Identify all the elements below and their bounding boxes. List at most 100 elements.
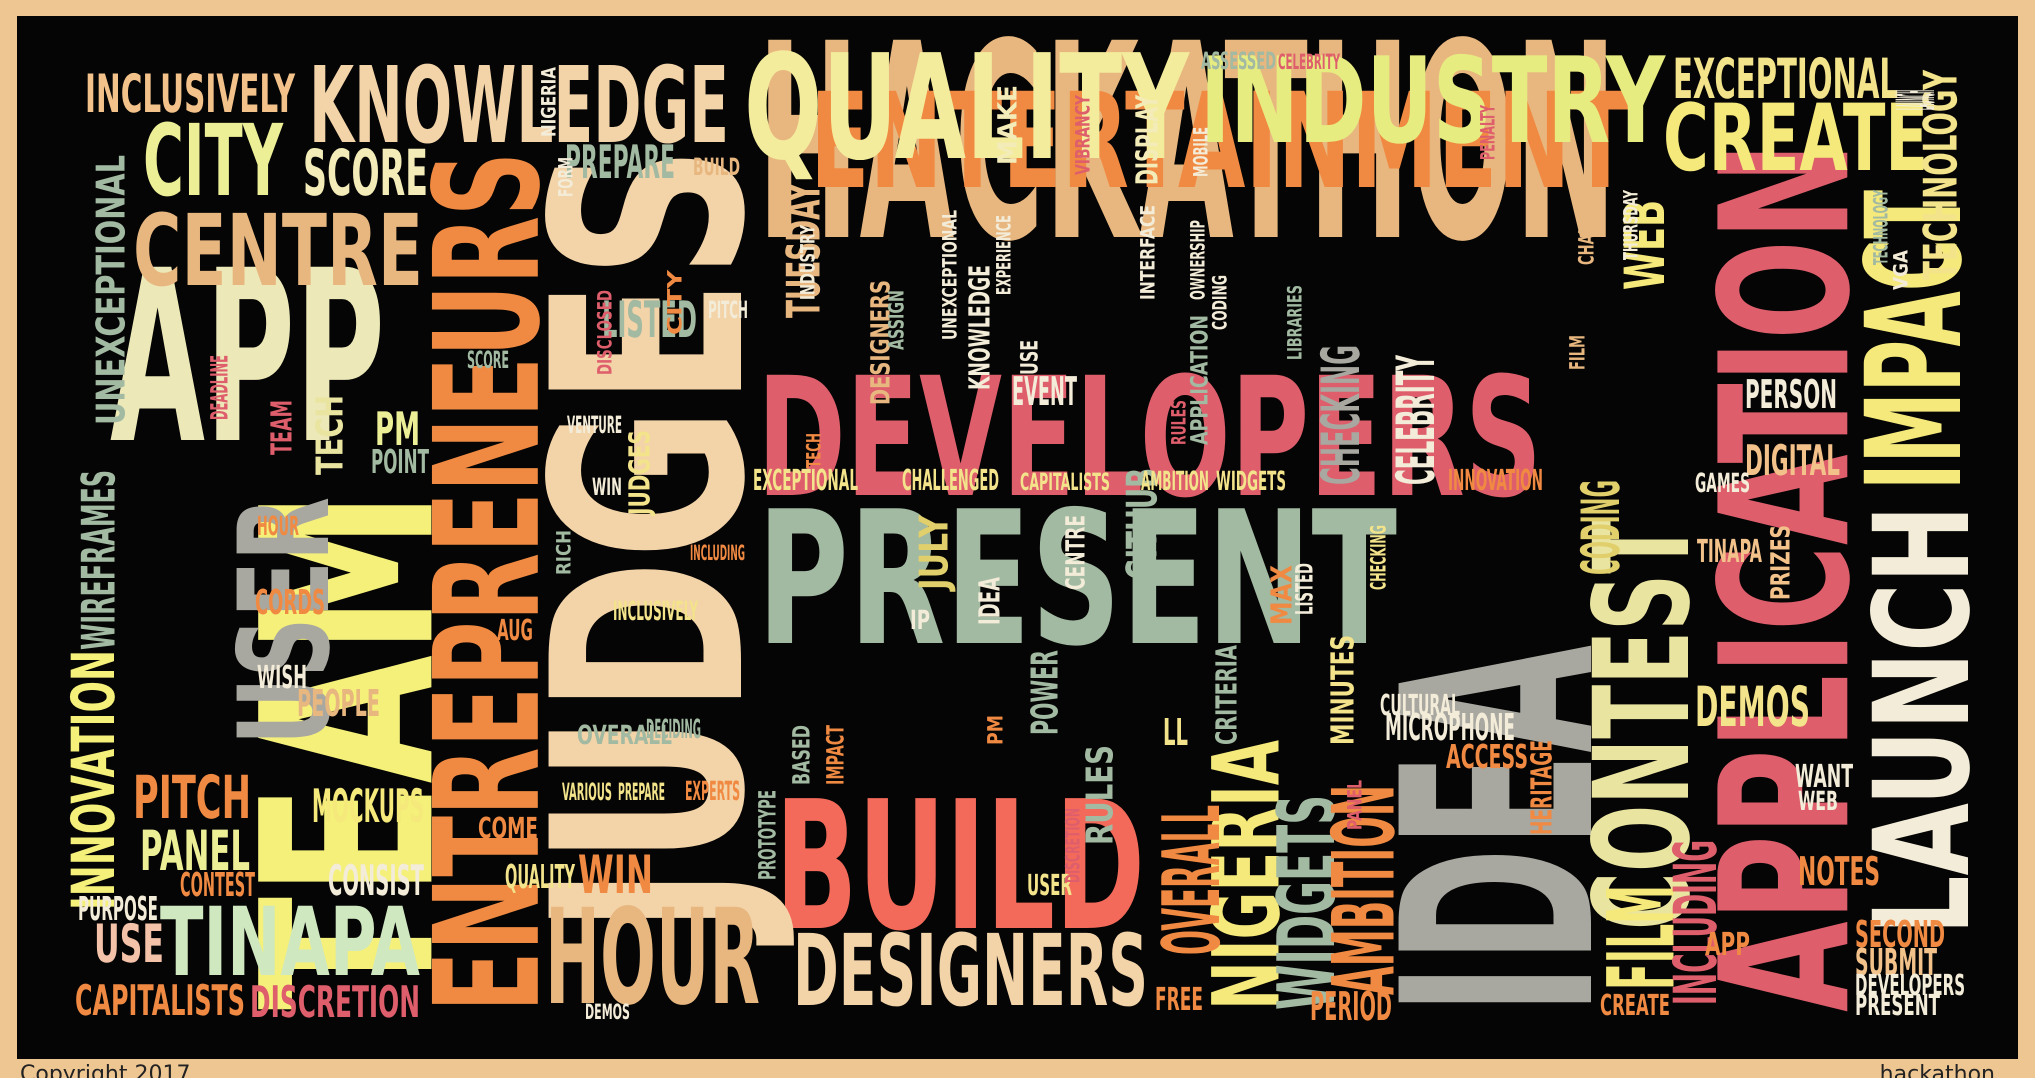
word-free: FREE [1155,982,1203,1018]
word-centre: CENTRE [1061,515,1092,590]
word-pm: PM [983,715,1008,745]
word-want: WANT [1795,759,1853,795]
word-based: BASED [788,725,816,785]
word-app: APP [110,220,385,497]
word-rules: RULES [1078,745,1121,845]
word-hackathon: HACKATHON [757,0,1617,301]
word-celebrity: CELEBRITY [1278,49,1340,74]
word-assessed: ASSESSED [1201,47,1276,75]
word-inclusively: INCLUSIVELY [613,596,698,627]
word-interface: INTERFACE [1137,205,1160,300]
word-capitalists: CAPITALISTS [75,976,245,1025]
word-ll: LL [1163,711,1188,754]
word-discretion: DISCRETION [250,978,420,1028]
word-unexceptional: UNEXCEPTIONAL [88,155,134,425]
word-vga: VGA [1890,249,1913,290]
word-application: APPLICATION [1186,315,1214,445]
word-film: FILM [1565,335,1590,370]
word-thursday: THURSDAY [1620,190,1643,260]
word-judges: JUDGES [497,145,804,947]
word-knowledge: KNOWLEDGE [309,44,729,167]
word-access: ACCESS [1446,737,1528,776]
word-hour: HOUR [257,511,299,542]
word-user: USER [1027,868,1072,902]
word-exceptional: EXCEPTIONAL [1673,48,1898,112]
word-use: USE [94,914,164,975]
word-rules: RULES [1168,400,1191,445]
word-period: PERIOD [1310,984,1392,1030]
word-max: MAX [1265,565,1299,625]
word-various: VARIOUS [562,778,612,806]
word-heritage: HERITAGE [1525,740,1559,835]
word-tinapa: TINAPA [160,888,420,998]
word-create: CREATE [1663,84,1928,192]
word-score: SCORE [303,136,428,210]
word-libraries: LIBRARIES [1284,285,1307,360]
word-industry: INDUSTRY [1200,33,1666,171]
word-knowledge: KNOWLEDGE [963,265,997,390]
word-notes: NOTES [1798,849,1880,895]
word-venture: VENTURE [567,411,622,439]
word-build: BUILD [693,153,740,181]
word-event: EVENT [1012,369,1077,415]
word-prototype: PROTOTYPE [754,790,782,880]
word-disclosed: DISCLOSED [594,290,617,375]
word-panel: PANEL [1344,780,1367,830]
word-impact: IMPACT [822,725,850,785]
word-experts: EXPERTS [685,776,740,807]
word-tuesday: TUESDAY [776,183,830,318]
word-app: APP [1705,927,1750,963]
word-point: POINT [371,442,429,481]
word-challenged: CHALLENGED [902,463,999,497]
word-microphone: MICROPHONE [1385,706,1515,749]
word-demos: DEMOS [1695,676,1810,740]
word-form: FORM [555,157,578,197]
word-developers: DEVELOPERS [1855,968,1965,1002]
word-judges: JUDGES [623,430,657,516]
word-github: GITHUB [1117,468,1166,580]
word-listed: LISTED [602,290,697,349]
word-centre: CENTRE [133,194,423,309]
word-mobile: MOBILE [1190,127,1213,177]
word-designers: DESIGNERS [866,280,897,405]
word-application: APPLICATION [1683,142,1890,1012]
word-film: FILM [1588,885,1696,990]
word-cords: CORDS [255,583,325,623]
word-idea: IDEA [973,577,1007,625]
word-team: TEAM [265,400,299,455]
word-pitch: PITCH [133,764,251,833]
word-nigeria: NIGERIA [1193,740,1301,1010]
word-people: PEOPLE [297,682,380,725]
word-developers: DEVELOPERS [757,342,1542,534]
word-mockups: MOCKUPS [312,779,424,833]
word-team: TEAM [211,490,488,1010]
word-score: SCORE [467,346,509,374]
word-purpose: PURPOSE [78,889,158,928]
word-deciding: DECIDING [646,714,701,745]
word-coding: CODING [1571,480,1632,575]
word-contest: CONTEST [1566,520,1720,930]
word-designers: DESIGNERS [793,914,1148,1029]
word-pitch: PITCH [708,296,748,324]
word-quality: QUALITY [505,857,575,896]
word-ambition: AMBITION [1315,785,1415,995]
word-second: SECOND [1855,913,1945,956]
word-including: INCLUDING [690,540,745,565]
word-celebrity: CELEBRITY [1386,355,1447,485]
footer-site-partial: hackathon [1879,1062,1995,1078]
word-games: GAMES [1695,468,1750,499]
word-city: CITY [143,104,284,219]
word-web: WEB [1798,786,1838,817]
word-build: BUILD [775,764,1145,971]
word-user: USER [212,497,358,745]
word-digital: DIGITAL [1745,436,1840,485]
word-panel: PANEL [140,820,250,884]
word-impact: IMPACT [1838,190,1992,490]
word-overall: OVERALL [1145,805,1238,955]
word-aug: AUG [497,613,533,647]
word-assign: ASSIGN [884,290,909,350]
word-exceptional: EXCEPTIONAL [753,463,858,497]
word-present: PRESENT [757,471,1397,687]
